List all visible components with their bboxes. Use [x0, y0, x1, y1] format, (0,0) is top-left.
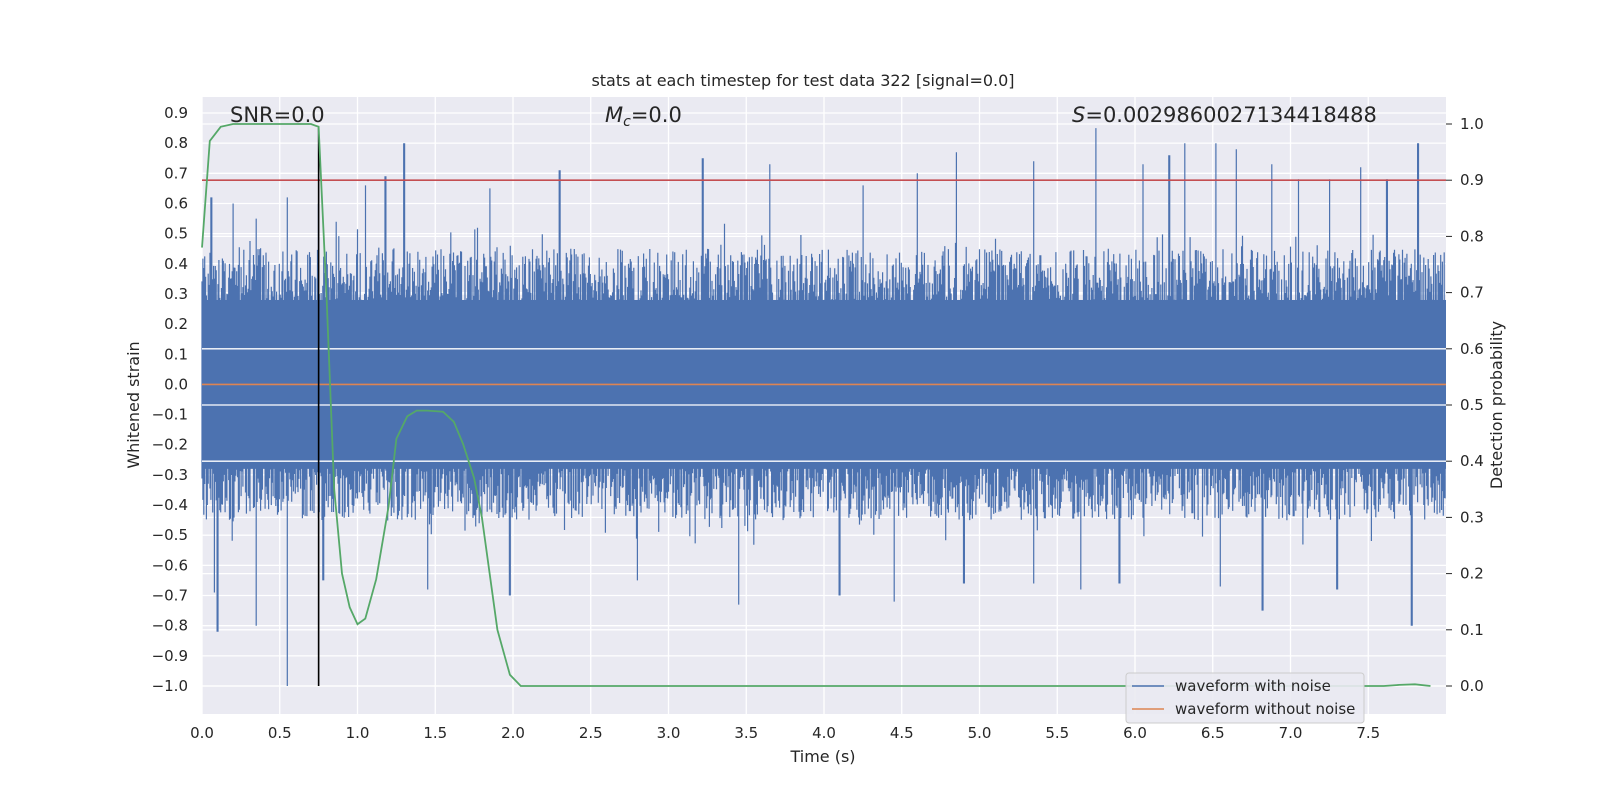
y-tick-label-right: 0.2: [1460, 565, 1484, 583]
x-tick-label: 0.5: [268, 724, 292, 742]
y-tick-label-left: 0.4: [164, 255, 188, 273]
x-axis-label: Time (s): [789, 747, 855, 766]
x-tick-label: 6.5: [1201, 724, 1225, 742]
y-tick-label-right: 0.3: [1460, 508, 1484, 526]
x-tick-label: 5.5: [1045, 724, 1069, 742]
y-tick-label-left: 0.7: [164, 164, 188, 182]
mc-annotation: Mc=0.0: [605, 103, 682, 130]
y-tick-label-left: −0.6: [152, 556, 188, 574]
x-tick-label: 7.5: [1356, 724, 1380, 742]
legend: waveform with noise waveform without noi…: [1125, 672, 1365, 724]
y-tick-label-left: −0.9: [152, 647, 188, 665]
y-tick-label-left: 0.5: [164, 225, 188, 243]
svg-text:Mc=0.0: Mc=0.0: [605, 103, 682, 130]
series-detection-probability: [201, 123, 1431, 687]
y-tick-label-left: 0.0: [164, 375, 188, 393]
mc-subscript: c: [623, 114, 631, 130]
x-tick-label: 2.5: [579, 724, 603, 742]
x-tick-label: 6.0: [1123, 724, 1147, 742]
mc-value: =0.0: [631, 103, 682, 127]
legend-label-noise: waveform with noise: [1175, 677, 1331, 695]
x-tick-label: 3.5: [734, 724, 758, 742]
y-tick-label-right: 0.0: [1460, 677, 1484, 695]
y-tick-label-left: −0.5: [152, 526, 188, 544]
y-tick-label-right: 1.0: [1460, 115, 1484, 133]
x-tick-label: 0.0: [190, 724, 214, 742]
y-tick-label-left: 0.9: [164, 104, 188, 122]
s-symbol: S: [1072, 103, 1085, 127]
x-tick-label: 1.0: [346, 724, 370, 742]
y-tick-label-left: 0.6: [164, 194, 188, 212]
y-axis-label-right: Detection probability: [1487, 321, 1506, 489]
svg-text:S=0.002986002713441848​8: S=0.002986002713441848​8: [1072, 103, 1377, 127]
y-tick-label-right: 0.6: [1460, 340, 1484, 358]
y-tick-label-left: 0.2: [164, 315, 188, 333]
s-annotation: S=0.002986002713441848​8: [1072, 103, 1377, 127]
y-tick-label-left: 0.1: [164, 345, 188, 363]
y-tick-label-left: −0.4: [152, 496, 188, 514]
chart-title: stats at each timestep for test data 322…: [591, 71, 1014, 90]
x-tick-label: 7.0: [1279, 724, 1303, 742]
y-tick-label-right: 0.7: [1460, 284, 1484, 302]
y-tick-label-right: 0.5: [1460, 396, 1484, 414]
y-tick-label-left: −0.1: [152, 406, 188, 424]
x-tick-label: 1.5: [423, 724, 447, 742]
s-value: =0.002986002713441848​8: [1085, 103, 1377, 127]
y-tick-label-right: 0.9: [1460, 171, 1484, 189]
y-tick-label-left: −1.0: [152, 677, 188, 695]
y-tick-label-right: 0.1: [1460, 621, 1484, 639]
y-tick-label-left: −0.7: [152, 587, 188, 605]
x-tick-label: 4.0: [812, 724, 836, 742]
y-tick-label-left: −0.8: [152, 617, 188, 635]
y-tick-label-left: 0.3: [164, 285, 188, 303]
y-tick-label-right: 0.8: [1460, 227, 1484, 245]
x-tick-label: 5.0: [968, 724, 992, 742]
legend-label-clean: waveform without noise: [1175, 700, 1355, 718]
y-tick-label-left: −0.2: [152, 436, 188, 454]
mc-symbol: M: [605, 103, 623, 127]
x-tick-label: 4.5: [890, 724, 914, 742]
y-tick-label-left: 0.8: [164, 134, 188, 152]
x-tick-label: 2.0: [501, 724, 525, 742]
snr-annotation: SNR=0.0: [230, 103, 325, 127]
x-tick-label: 3.0: [657, 724, 681, 742]
y-axis-label-left: Whitened strain: [124, 341, 143, 468]
y-tick-label-right: 0.4: [1460, 452, 1484, 470]
legend-frame: [1125, 672, 1365, 724]
y-tick-label-left: −0.3: [152, 466, 188, 484]
